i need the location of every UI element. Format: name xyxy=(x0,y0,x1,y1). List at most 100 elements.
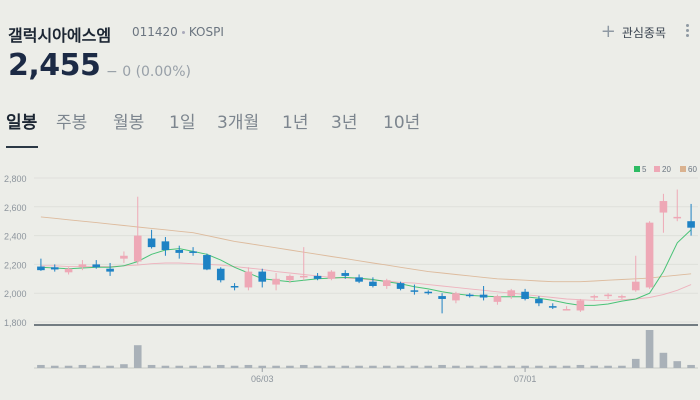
candle-body xyxy=(465,294,474,297)
candle-body xyxy=(548,306,557,308)
candle-body xyxy=(37,266,45,271)
candle-body xyxy=(659,201,668,213)
volume-bar xyxy=(230,365,239,368)
volume-bar xyxy=(507,365,516,368)
candle-body xyxy=(369,281,377,286)
y-tick-label: 1,800 xyxy=(4,318,27,328)
candle-body xyxy=(521,291,529,299)
candle-body xyxy=(507,290,516,297)
volume-bar xyxy=(687,364,695,368)
change-percent: (0.00%) xyxy=(135,64,191,80)
stock-meta: 011420 KOSPI xyxy=(132,25,224,39)
candle-body xyxy=(78,264,87,268)
candle-body xyxy=(299,275,308,278)
volume-bar xyxy=(299,364,308,368)
volume-bar xyxy=(369,365,377,368)
separator-dot xyxy=(181,31,185,34)
candle-body xyxy=(479,294,488,298)
candle-body xyxy=(382,280,391,286)
candle-body xyxy=(673,216,682,219)
candle-body xyxy=(216,268,225,281)
volume-bar xyxy=(521,365,529,368)
candle-body xyxy=(687,221,695,228)
volume-bar xyxy=(355,365,363,368)
y-tick-label: 2,200 xyxy=(4,260,27,270)
candle-body xyxy=(50,267,59,270)
candles xyxy=(37,189,695,314)
candle-body xyxy=(147,238,156,248)
volume-bar xyxy=(106,365,114,368)
tab-1year[interactable]: 1년 xyxy=(282,113,309,133)
volume-bar xyxy=(272,365,280,368)
legend-label: 5 xyxy=(642,165,647,174)
tab-1day[interactable]: 1일 xyxy=(169,113,196,133)
legend-label: 20 xyxy=(662,165,671,174)
volume-bar xyxy=(50,365,59,368)
candle-body xyxy=(133,235,142,262)
candle-body xyxy=(410,290,419,292)
volume-bar xyxy=(244,364,253,368)
watchlist-label: 관심종목 xyxy=(621,25,666,40)
market-label: KOSPI xyxy=(188,25,224,39)
legend-swatch xyxy=(634,166,640,172)
volume-bar xyxy=(424,365,433,368)
volume-bar xyxy=(631,358,640,368)
volume-bar xyxy=(479,365,488,368)
ma20-line xyxy=(40,262,692,301)
tab-weekly[interactable]: 주봉 xyxy=(56,113,88,133)
y-tick-label: 2,800 xyxy=(4,174,27,184)
candle-body xyxy=(64,268,73,273)
candle-body xyxy=(313,275,322,279)
tab-monthly[interactable]: 월봉 xyxy=(113,113,145,133)
volume-bar xyxy=(341,365,350,368)
period-tabs: 일봉 주봉 월봉 1일 3개월 1년 3년 10년 xyxy=(4,108,431,133)
volume-bar xyxy=(452,365,460,368)
candle-body xyxy=(327,271,336,279)
candle-body xyxy=(258,271,267,282)
current-price: 2,455 xyxy=(8,48,101,83)
volume-bar xyxy=(562,365,571,368)
tab-daily[interactable]: 일봉 xyxy=(6,113,38,133)
candle-body xyxy=(645,222,654,288)
volume-bar xyxy=(216,364,225,368)
volume-bar xyxy=(576,364,585,368)
tab-3months[interactable]: 3개월 xyxy=(217,113,260,133)
volume-bar xyxy=(327,365,336,368)
volume-bar xyxy=(147,364,156,368)
candle-body xyxy=(272,278,280,285)
candle-body xyxy=(341,273,350,276)
candlestick-chart[interactable]: 5 20 60 2,800 2,600 2,400 2,200 2,000 1,800 06/… xyxy=(0,158,700,400)
y-axis: 2,800 2,600 2,400 2,200 2,000 1,800 xyxy=(4,174,698,369)
volume-bar xyxy=(410,365,419,368)
candle-body xyxy=(424,291,433,294)
volume-bar xyxy=(438,364,446,368)
tab-10years[interactable]: 10년 xyxy=(383,113,421,133)
volume-bar xyxy=(535,365,543,368)
candle-body xyxy=(189,251,197,253)
volume-bar xyxy=(659,352,668,368)
add-watchlist-button[interactable]: + 관심종목 xyxy=(601,20,666,44)
volume-bar xyxy=(313,365,322,368)
volume-bar xyxy=(604,365,612,368)
volume-bar xyxy=(189,365,197,368)
volume-bar xyxy=(286,365,294,368)
chart-legend: 5 20 60 xyxy=(634,165,697,174)
candle-body xyxy=(106,268,114,272)
price-change: − 0 (0.00%) xyxy=(106,64,191,80)
volume-bar xyxy=(78,364,87,368)
volume-bar xyxy=(161,365,170,368)
volume-bar xyxy=(64,365,73,368)
candle-body xyxy=(355,277,363,282)
tab-3years[interactable]: 3년 xyxy=(331,113,358,133)
candle-body xyxy=(175,250,184,253)
candle-body xyxy=(590,296,599,298)
volume-bar xyxy=(396,365,405,368)
volume-bar xyxy=(548,365,557,368)
plus-icon: + xyxy=(600,21,616,42)
more-menu-icon[interactable] xyxy=(682,24,692,40)
candle-body xyxy=(493,296,502,302)
volume-bar xyxy=(493,365,502,368)
y-tick-label: 2,600 xyxy=(4,203,27,213)
change-arrow: − xyxy=(106,64,118,80)
volume-bar xyxy=(465,365,474,368)
